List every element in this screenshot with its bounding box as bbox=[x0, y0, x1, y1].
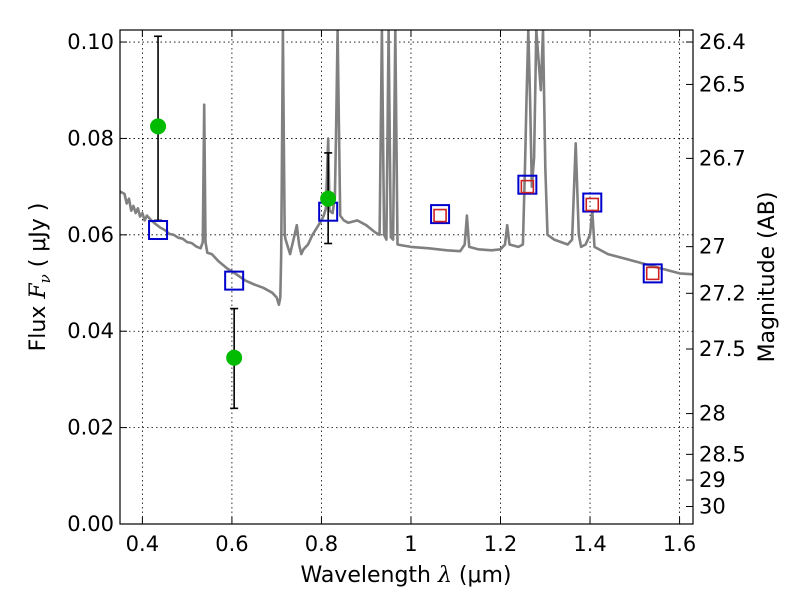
green-data-point bbox=[150, 118, 167, 135]
sed-model-line bbox=[120, 30, 693, 306]
plot-background bbox=[120, 30, 693, 524]
y2-tick-label: 28 bbox=[699, 402, 726, 426]
y2-tick-label: 26.4 bbox=[699, 30, 746, 54]
y-tick-label: 0.08 bbox=[67, 126, 114, 150]
x-tick-label: 1 bbox=[404, 532, 417, 556]
grid bbox=[120, 30, 693, 524]
red-square-point bbox=[520, 179, 535, 194]
red-square-point bbox=[433, 208, 447, 223]
y-tick-label: 0.06 bbox=[67, 223, 114, 247]
blue-square-point bbox=[582, 192, 603, 213]
plot-content bbox=[120, 30, 693, 410]
blue-square-point bbox=[517, 174, 538, 195]
y-tick-label: 0.02 bbox=[67, 416, 114, 440]
green-data-point bbox=[320, 190, 337, 207]
red-square-group bbox=[433, 179, 660, 281]
x-tick-label: 1.6 bbox=[663, 532, 696, 556]
y2-tick-label: 27 bbox=[699, 235, 726, 259]
x-tick-label: 0.6 bbox=[215, 532, 248, 556]
sed-line-group bbox=[120, 30, 693, 306]
x-tick-label: 0.4 bbox=[126, 532, 159, 556]
red-square-point bbox=[645, 266, 660, 281]
y2-axis-title: Magnitude (AB) bbox=[755, 192, 780, 363]
y-tick-label: 0.00 bbox=[67, 512, 114, 536]
x-tick-label: 1.4 bbox=[573, 532, 606, 556]
y2-tick-label: 27.5 bbox=[699, 337, 746, 361]
red-square-point bbox=[585, 197, 600, 212]
blue-square-point bbox=[642, 263, 663, 284]
y2-tick-label: 29 bbox=[699, 468, 726, 492]
y2-tick-label: 30 bbox=[699, 495, 726, 519]
y2-tick-label: 26.7 bbox=[699, 146, 746, 170]
x-axis-title: Wavelength λ (μm) bbox=[300, 563, 511, 588]
y2-tick-label: 27.2 bbox=[699, 281, 746, 305]
y-tick-label: 0.04 bbox=[67, 319, 114, 343]
blue-square-point bbox=[148, 220, 169, 241]
x-axis-ticks: 0.4 0.6 0.8 1 1.2 1.4 1.6 bbox=[126, 30, 696, 556]
plot-frame bbox=[119, 29, 694, 525]
blue-square-point bbox=[224, 270, 245, 291]
x-tick-label: 0.8 bbox=[305, 532, 338, 556]
blue-square-group bbox=[148, 174, 663, 291]
green-point-group bbox=[150, 118, 337, 366]
y-tick-label: 0.10 bbox=[67, 30, 114, 54]
y-axis-title: Flux Fν ( μJy ) bbox=[26, 203, 54, 352]
y2-tick-label: 28.5 bbox=[699, 442, 746, 466]
y-axis-ticks: 0.00 0.02 0.04 0.06 0.08 0.10 bbox=[67, 30, 127, 536]
blue-square-point bbox=[430, 204, 451, 225]
y2-axis-ticks: 26.4 26.5 26.7 27 27.2 27.5 28 28.529 30 bbox=[686, 30, 746, 519]
green-data-point bbox=[226, 349, 243, 366]
y2-tick-label: 26.5 bbox=[699, 72, 746, 96]
x-tick-label: 1.2 bbox=[484, 532, 517, 556]
